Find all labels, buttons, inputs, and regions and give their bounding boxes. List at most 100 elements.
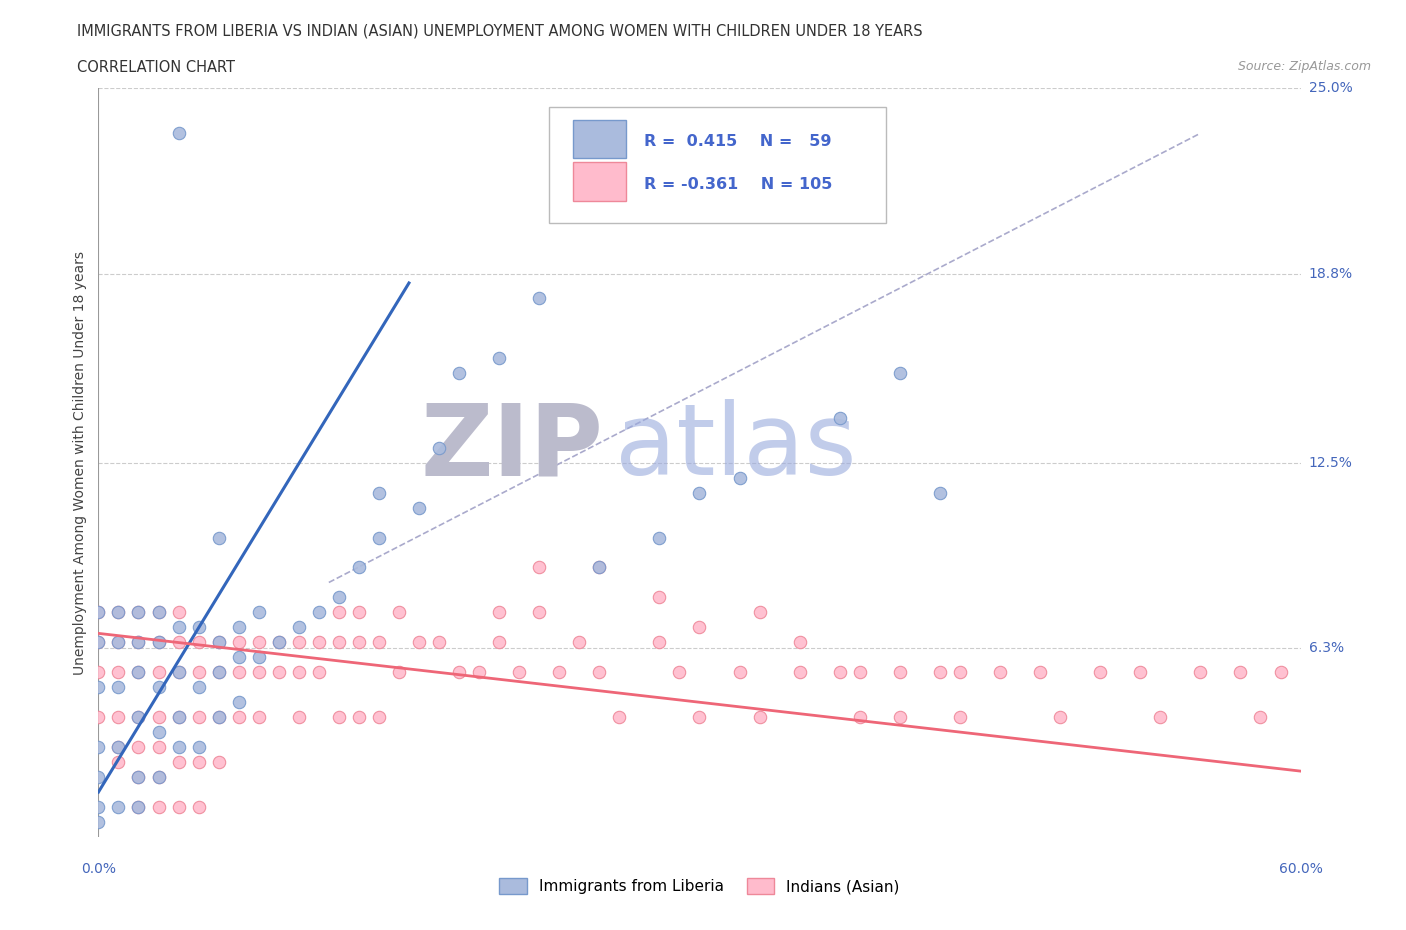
Point [128,739,150,754]
Point [107,605,129,620]
Point [148,800,170,815]
Point [107,605,129,620]
Point [87,710,110,724]
Point [128,770,150,785]
Point [588,560,610,575]
Point [308,665,330,680]
Point [789,635,811,650]
Point [368,530,391,545]
Point [148,770,170,785]
Point [187,800,209,815]
Point [107,739,129,754]
Point [529,290,551,305]
Point [148,605,170,620]
Point [668,665,690,680]
Point [328,710,350,724]
Point [388,605,411,620]
Point [949,710,972,724]
Point [427,635,450,650]
Point [1029,665,1052,680]
Point [1149,710,1171,724]
Point [87,665,110,680]
Point [288,635,311,650]
Point [308,635,330,650]
Point [267,665,290,680]
Point [648,530,671,545]
Point [347,560,370,575]
Point [328,605,350,620]
Point [568,635,591,650]
Point [1229,665,1251,680]
Point [308,605,330,620]
Point [728,665,751,680]
Point [208,530,231,545]
Point [148,739,170,754]
Point [228,650,250,665]
Point [148,710,170,724]
Point [107,635,129,650]
Point [688,620,710,635]
Point [228,635,250,650]
Point [288,665,311,680]
Point [488,605,510,620]
Point [548,665,571,680]
Point [208,710,231,724]
Point [347,635,370,650]
Point [688,485,710,500]
Point [167,755,190,770]
Text: ZIP: ZIP [420,399,603,497]
Point [267,635,290,650]
Point [328,590,350,604]
Point [107,739,129,754]
Point [87,635,110,650]
Point [128,800,150,815]
Point [728,471,751,485]
Text: Source: ZipAtlas.com: Source: ZipAtlas.com [1237,60,1371,73]
Point [107,680,129,695]
Point [87,605,110,620]
Point [267,635,290,650]
Text: 25.0%: 25.0% [1309,81,1353,96]
Point [748,710,770,724]
Point [87,680,110,695]
Point [447,665,470,680]
Point [107,665,129,680]
Y-axis label: Unemployment Among Women with Children Under 18 years: Unemployment Among Women with Children U… [73,251,87,674]
Point [328,635,350,650]
Point [128,710,150,724]
Point [889,710,911,724]
Point [789,665,811,680]
Point [107,755,129,770]
Point [208,635,231,650]
Point [167,800,190,815]
Point [167,635,190,650]
Point [1129,665,1152,680]
Point [187,710,209,724]
Text: IMMIGRANTS FROM LIBERIA VS INDIAN (ASIAN) UNEMPLOYMENT AMONG WOMEN WITH CHILDREN: IMMIGRANTS FROM LIBERIA VS INDIAN (ASIAN… [77,23,922,38]
Point [247,710,270,724]
Point [128,770,150,785]
Point [128,605,150,620]
Point [247,635,270,650]
Point [107,800,129,815]
Point [347,710,370,724]
Point [688,710,710,724]
Point [648,635,671,650]
Point [748,605,770,620]
Point [187,620,209,635]
Point [187,680,209,695]
Point [87,815,110,830]
Point [187,665,209,680]
Point [87,605,110,620]
Text: 12.5%: 12.5% [1309,456,1353,470]
Point [128,665,150,680]
Point [128,635,150,650]
Point [187,635,209,650]
Point [208,710,231,724]
Text: 18.8%: 18.8% [1309,267,1353,281]
Text: 60.0%: 60.0% [1278,862,1323,876]
Text: R = -0.361    N = 105: R = -0.361 N = 105 [644,177,832,192]
Point [1189,665,1212,680]
Point [427,440,450,455]
Text: R =  0.415    N =   59: R = 0.415 N = 59 [644,134,832,149]
